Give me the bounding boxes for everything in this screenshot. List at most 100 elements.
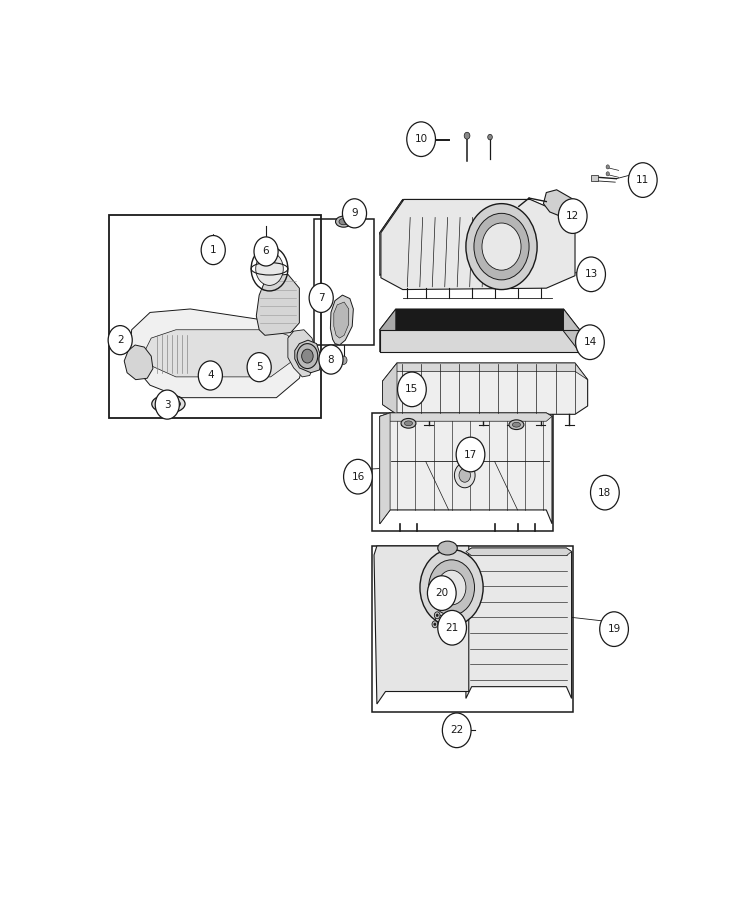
Circle shape: [420, 549, 483, 626]
Circle shape: [309, 284, 333, 312]
Text: 20: 20: [435, 588, 448, 598]
Polygon shape: [379, 413, 552, 421]
Circle shape: [432, 621, 438, 628]
Polygon shape: [130, 309, 305, 398]
Polygon shape: [333, 302, 349, 338]
Text: 1: 1: [210, 245, 216, 255]
Polygon shape: [382, 363, 397, 414]
Polygon shape: [288, 329, 316, 377]
Circle shape: [155, 390, 179, 419]
Text: 8: 8: [328, 355, 334, 365]
Circle shape: [428, 560, 474, 616]
Polygon shape: [256, 274, 299, 336]
Circle shape: [302, 349, 313, 363]
Polygon shape: [379, 309, 579, 338]
Circle shape: [576, 325, 605, 360]
Polygon shape: [379, 329, 579, 352]
Ellipse shape: [401, 418, 416, 428]
Text: 2: 2: [117, 335, 124, 346]
Bar: [372, 413, 554, 531]
Text: 6: 6: [263, 247, 270, 256]
Circle shape: [398, 372, 426, 407]
Text: 18: 18: [598, 488, 611, 498]
Circle shape: [428, 576, 456, 610]
Text: 15: 15: [405, 384, 419, 394]
Circle shape: [425, 135, 429, 140]
Circle shape: [606, 172, 609, 176]
Ellipse shape: [513, 422, 520, 427]
Circle shape: [206, 368, 214, 378]
Bar: [591, 176, 598, 181]
Polygon shape: [379, 413, 390, 524]
Text: 3: 3: [164, 400, 170, 410]
Text: 16: 16: [351, 472, 365, 482]
Polygon shape: [330, 295, 353, 345]
Circle shape: [319, 345, 343, 374]
Circle shape: [454, 463, 475, 488]
Ellipse shape: [405, 421, 413, 426]
Circle shape: [433, 623, 436, 626]
Polygon shape: [466, 548, 571, 698]
Circle shape: [599, 612, 628, 646]
Polygon shape: [381, 200, 575, 290]
Ellipse shape: [336, 216, 352, 227]
Polygon shape: [379, 200, 403, 275]
Ellipse shape: [339, 219, 348, 225]
Text: 21: 21: [445, 623, 459, 633]
Ellipse shape: [156, 399, 181, 410]
Circle shape: [199, 361, 222, 390]
Circle shape: [440, 625, 442, 628]
Polygon shape: [382, 363, 588, 382]
Circle shape: [340, 356, 347, 365]
Circle shape: [628, 163, 657, 197]
Circle shape: [407, 122, 436, 157]
Bar: [379, 329, 581, 352]
Polygon shape: [466, 548, 571, 555]
Circle shape: [209, 371, 212, 374]
Polygon shape: [379, 309, 396, 352]
Text: 14: 14: [583, 338, 597, 347]
Bar: [313, 219, 374, 345]
Circle shape: [255, 359, 264, 370]
Text: 17: 17: [464, 449, 477, 460]
Text: 13: 13: [585, 269, 598, 279]
Polygon shape: [144, 329, 295, 377]
Text: 4: 4: [207, 371, 213, 381]
Circle shape: [342, 199, 367, 228]
Text: 5: 5: [256, 362, 262, 373]
Ellipse shape: [152, 395, 185, 413]
Circle shape: [445, 617, 451, 625]
Circle shape: [297, 344, 318, 369]
Circle shape: [254, 237, 278, 266]
Bar: [372, 546, 573, 712]
Circle shape: [446, 619, 449, 622]
Circle shape: [591, 475, 619, 510]
Circle shape: [488, 134, 492, 140]
Circle shape: [437, 571, 466, 605]
Bar: [109, 215, 321, 418]
Text: 10: 10: [414, 134, 428, 144]
Polygon shape: [382, 363, 588, 414]
Circle shape: [434, 612, 440, 618]
Circle shape: [606, 165, 609, 169]
Circle shape: [559, 199, 587, 233]
Circle shape: [247, 353, 271, 382]
Circle shape: [257, 363, 261, 366]
Circle shape: [442, 713, 471, 748]
Ellipse shape: [438, 541, 457, 555]
Text: 7: 7: [318, 292, 325, 303]
Circle shape: [576, 257, 605, 292]
Text: 11: 11: [637, 176, 649, 185]
Circle shape: [256, 252, 283, 285]
Polygon shape: [295, 340, 321, 373]
Text: 22: 22: [450, 725, 463, 735]
Polygon shape: [124, 345, 153, 380]
Circle shape: [482, 223, 521, 270]
Circle shape: [344, 459, 372, 494]
Circle shape: [108, 326, 132, 355]
Circle shape: [474, 213, 529, 280]
Text: 19: 19: [608, 624, 621, 634]
Circle shape: [456, 437, 485, 472]
Text: 9: 9: [351, 208, 358, 219]
Circle shape: [263, 239, 269, 246]
